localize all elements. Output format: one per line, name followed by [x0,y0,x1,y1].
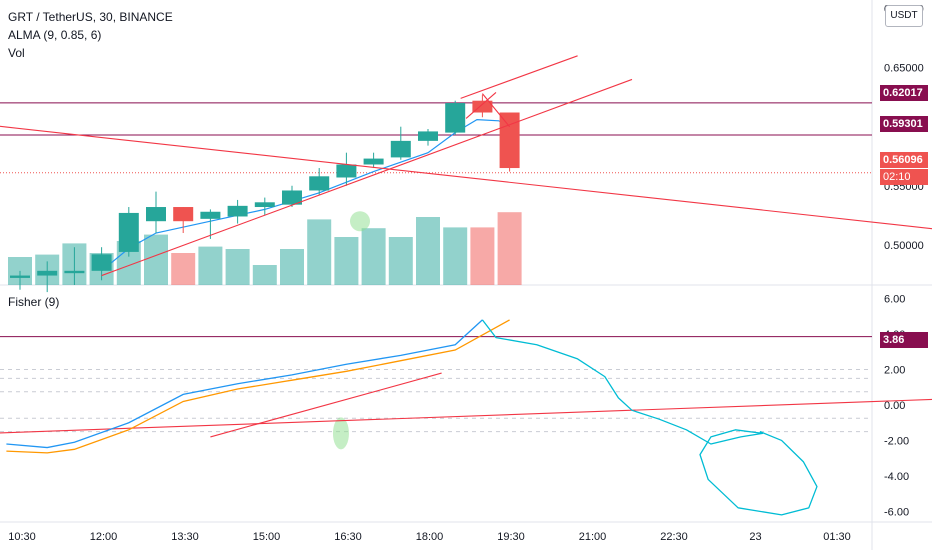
candle-body [363,158,384,165]
candle-body [499,112,520,169]
highlight-marker [350,211,370,232]
freehand-drawing [481,319,818,516]
time-tick-label: 12:00 [90,531,118,543]
price-tick-label: 0.50000 [884,240,924,252]
time-tick-label: 10:30 [8,531,36,543]
volume-bar [198,246,223,285]
volume-bar [225,249,250,285]
volume-indicator-label[interactable]: Vol [8,46,25,60]
currency-selector[interactable]: USDT [885,5,923,27]
fisher-tick-label: 2.00 [884,365,905,377]
candle-body [390,140,411,158]
upper-line-price-badge: 0.62017 [880,85,928,101]
bar-countdown-badge: 02:10 [880,169,928,185]
candle-body [472,100,493,113]
volume-bar [497,212,522,285]
candle-body [254,202,275,208]
candle-body [91,254,112,271]
time-tick-label: 15:00 [253,531,281,543]
time-tick-label: 01:30 [823,531,851,543]
price-tick-label: 0.65000 [884,63,924,75]
fisher-line [6,319,483,449]
mid-line-price-badge: 0.59301 [880,116,928,132]
trigger-line [6,319,510,454]
candle-body [118,212,139,252]
fisher-highlight-marker [332,417,349,450]
candle-body [146,207,166,222]
time-tick-label: 19:30 [497,531,525,543]
price-trendline [460,55,578,99]
time-tick-label: 23 [749,531,761,543]
symbol-title: GRT / TetherUS, 30, BINANCE [8,10,173,24]
candle-body [282,190,302,205]
volume-bar [388,237,413,285]
fisher-tick-label: 6.00 [884,294,905,306]
volume-bar [144,234,168,285]
volume-bar [334,237,359,285]
candle-body [418,131,438,141]
fisher-indicator-label[interactable]: Fisher (9) [8,295,60,309]
volume-bar [280,249,304,285]
time-tick-label: 22:30 [660,531,688,543]
candle-body [309,176,330,191]
fisher-trendline [0,398,932,434]
time-tick-label: 18:00 [416,531,444,543]
volume-bar [470,227,495,285]
fisher-line-badge: 3.86 [880,332,928,348]
candle-body [200,211,221,219]
fisher-trendline [210,372,442,438]
fisher-tick-label: -4.00 [884,471,909,483]
fisher-tick-label: -6.00 [884,506,909,518]
volume-bar [307,219,332,285]
fisher-tick-label: 0.00 [884,400,905,412]
time-tick-label: 16:30 [334,531,362,543]
fisher-tick-label: -2.00 [884,435,909,447]
candle-body [227,205,248,217]
volume-bar [171,253,196,285]
candle-body [336,164,357,178]
volume-bar [416,217,440,285]
candle-body [173,207,194,222]
last-price-badge: 0.56096 [880,152,928,168]
price-trendline [481,93,511,128]
price-trendline [465,92,497,119]
price-trendline [0,125,932,230]
candle-body [37,270,58,276]
time-tick-label: 21:00 [579,531,607,543]
volume-bar [252,265,277,285]
price-trendline [101,78,633,277]
candle-body [10,275,30,278]
volume-bar [443,227,468,285]
candle-body [445,103,466,133]
volume-bar [361,228,386,285]
candle-body [64,270,85,274]
time-tick-label: 13:30 [171,531,199,543]
alma-indicator-label[interactable]: ALMA (9, 0.85, 6) [8,28,102,42]
